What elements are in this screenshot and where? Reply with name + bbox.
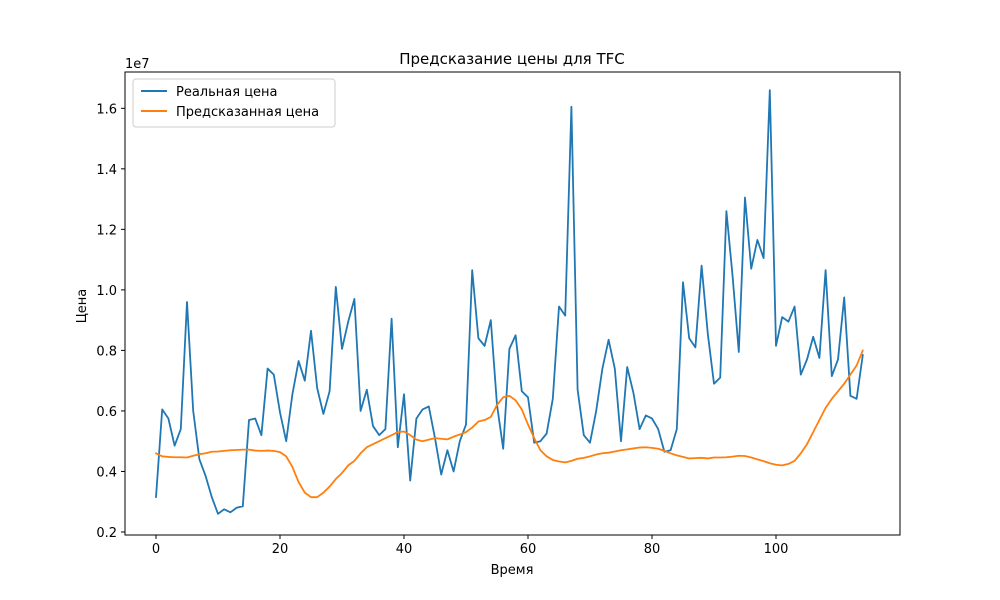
y-tick-label: 0.6 [96, 405, 117, 420]
legend-box [132, 78, 336, 128]
x-tick-label: 0 [152, 542, 160, 557]
y-tick-label: 1.0 [96, 284, 117, 299]
x-tick-label: 80 [644, 542, 661, 557]
y-tick-label: 1.4 [96, 163, 117, 178]
y-tick-label: 1.6 [96, 102, 117, 117]
x-axis-ticks: 0 20 40 60 80 100 [152, 535, 789, 557]
plot-frame [124, 71, 901, 536]
y-tick-label: 1.2 [96, 223, 117, 238]
legend: Реальная цена Предсказанная цена [132, 78, 336, 128]
x-tick-label: 40 [396, 542, 413, 557]
y-tick-label: 0.8 [96, 344, 117, 359]
x-tick-label: 20 [272, 542, 289, 557]
y-axis-label: Цена [75, 289, 90, 324]
x-axis-label: Время [491, 563, 534, 578]
legend-label-predicted: Предсказанная цена [176, 105, 319, 120]
x-tick-label: 100 [764, 542, 789, 557]
chart-title: Предсказание цены для TFC [399, 50, 625, 68]
series-line-real [155, 89, 864, 515]
y-axis-ticks: 0.2 0.4 0.6 0.8 1.0 1.2 1.4 1.6 [96, 102, 125, 541]
y-offset-label: 1e7 [125, 57, 150, 72]
series-line-predicted [155, 349, 864, 499]
y-tick-label: 0.4 [96, 465, 117, 480]
y-tick-label: 0.2 [96, 526, 117, 541]
legend-label-real: Реальная цена [176, 85, 278, 100]
series-layer [155, 89, 864, 515]
x-tick-label: 60 [520, 542, 537, 557]
